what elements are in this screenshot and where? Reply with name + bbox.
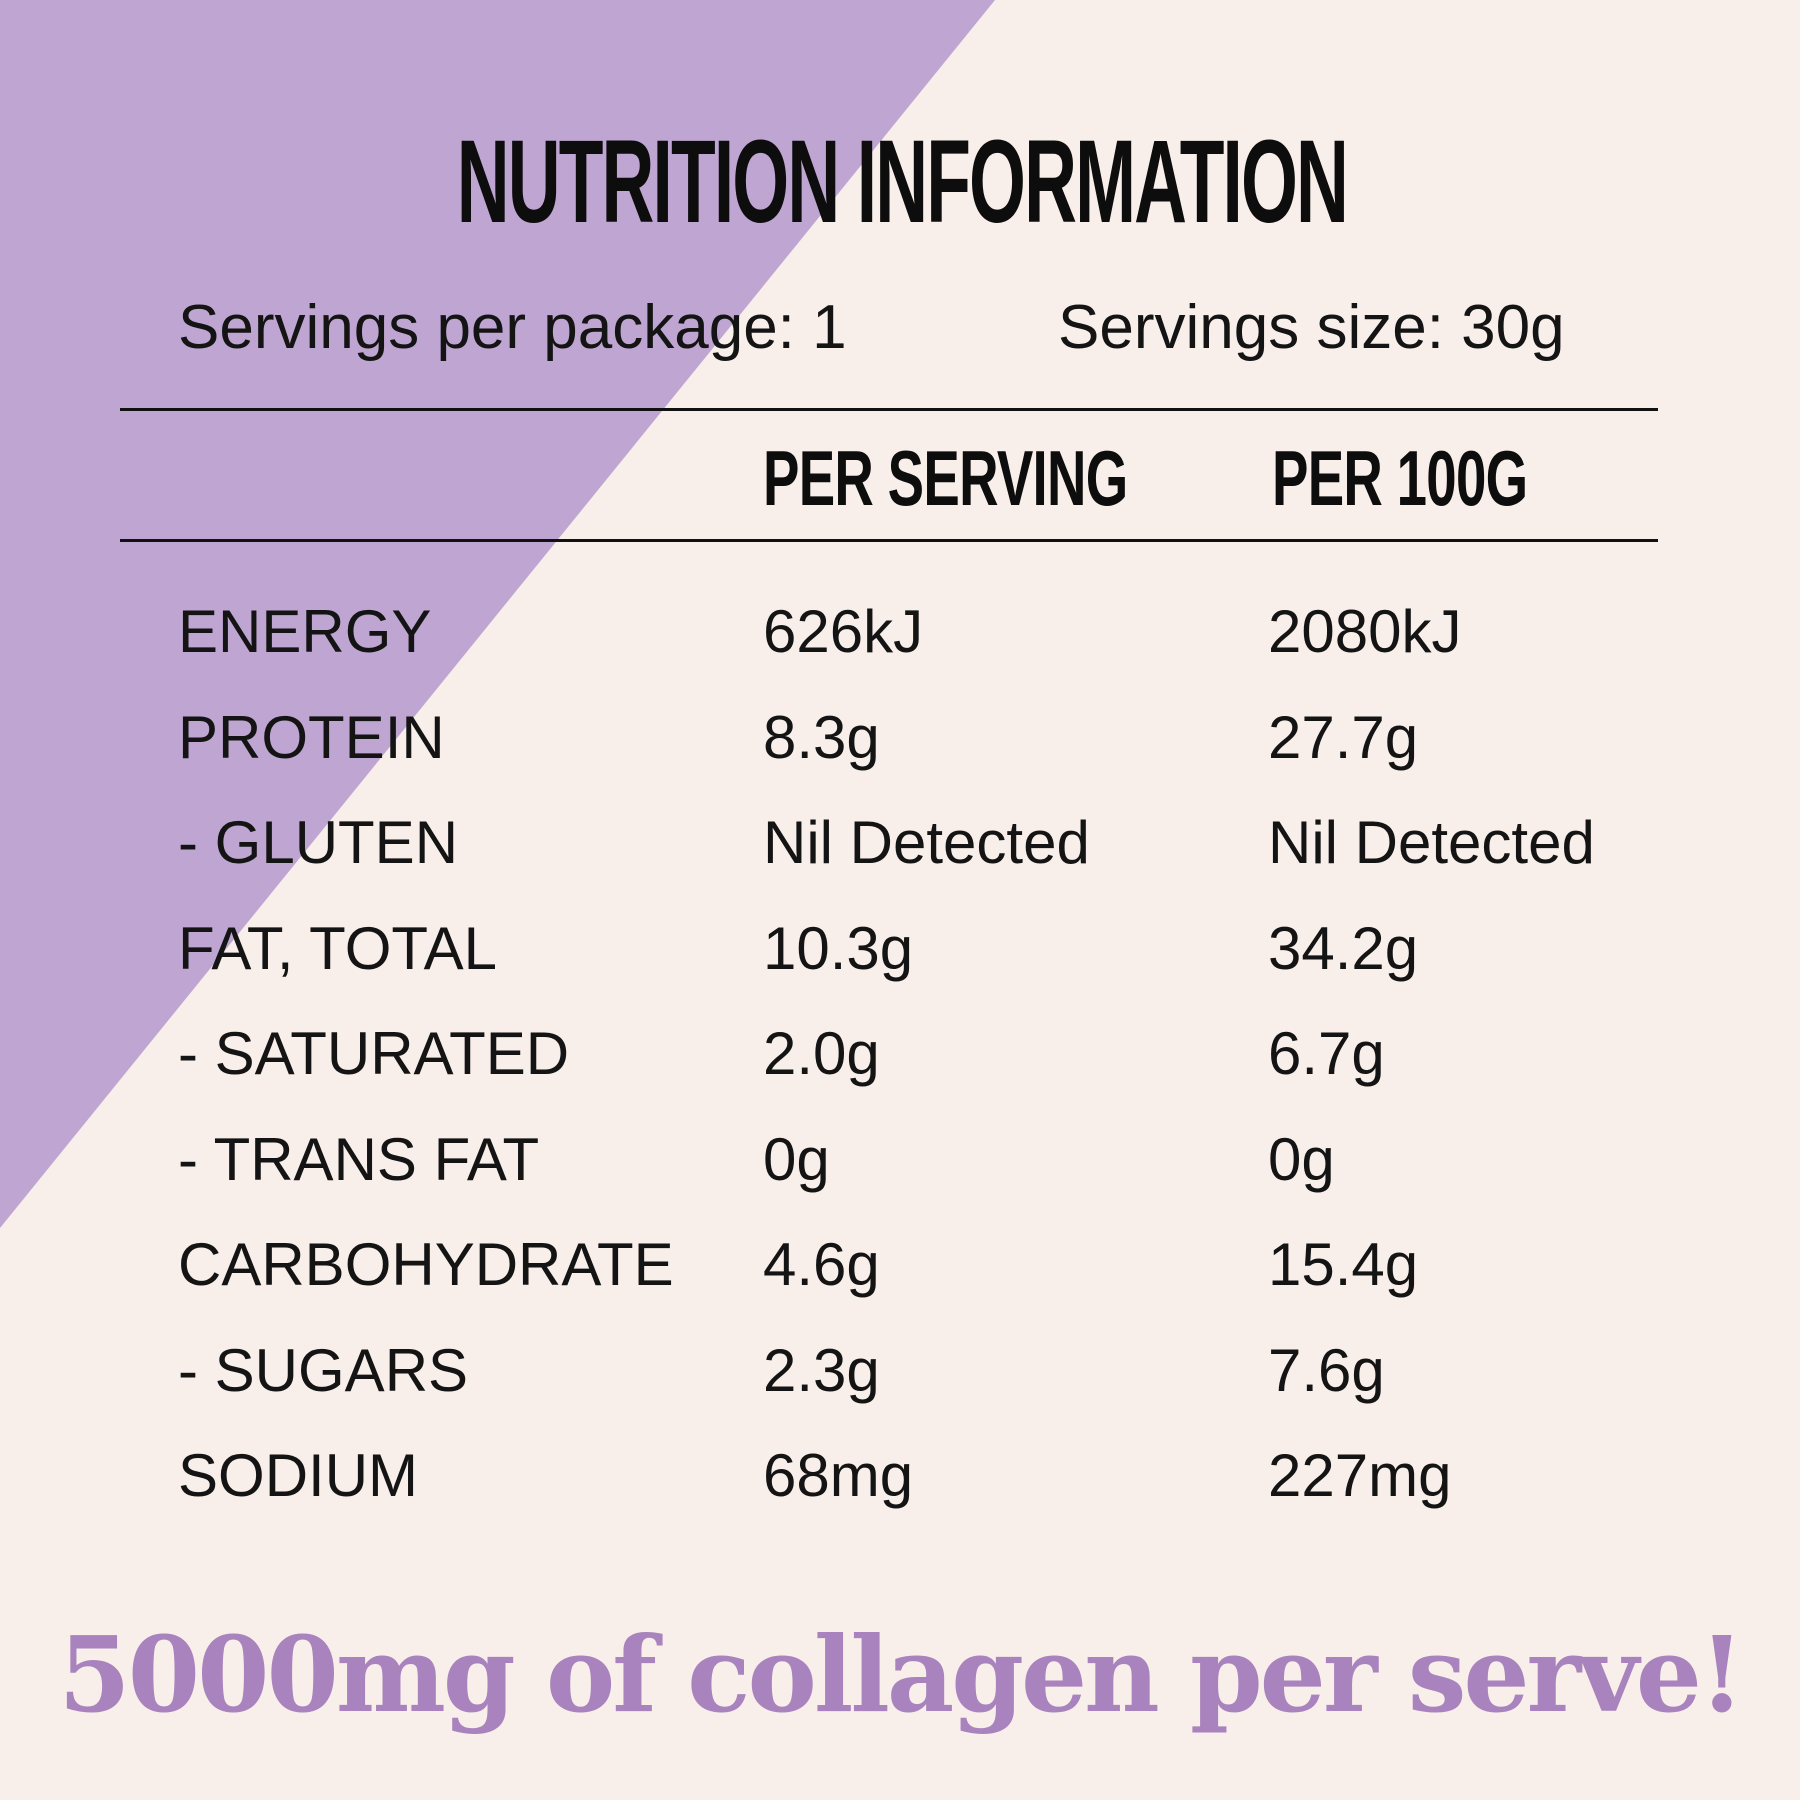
per-100g-value: 27.7g xyxy=(1268,703,1419,771)
servings-per-package: Servings per package: 1 xyxy=(178,293,847,362)
purple-triangle xyxy=(0,0,995,1228)
nutrient-label: - GLUTEN xyxy=(178,809,459,876)
table-row: - SATURATED 2.0g 6.7g xyxy=(0,1018,1800,1124)
nutrient-label: SODIUM xyxy=(178,1442,418,1509)
serving-size: Servings size: 30g xyxy=(1058,293,1565,362)
nutrient-label: CARBOHYDRATE xyxy=(178,1231,674,1298)
table-row: - SUGARS 2.3g 7.6g xyxy=(0,1335,1800,1441)
per-100g-value: Nil Detected xyxy=(1268,809,1595,876)
per-100g-value: 6.7g xyxy=(1268,1020,1385,1087)
per-serving-value: 8.3g xyxy=(763,703,880,771)
nutrient-label: - TRANS FAT xyxy=(178,1125,540,1193)
table-row: FAT, TOTAL 10.3g 34.2g xyxy=(0,913,1800,1019)
per-serving-value: 2.0g xyxy=(763,1020,880,1087)
per-serving-value: 68mg xyxy=(763,1442,914,1509)
table-row: PROTEIN 8.3g 27.7g xyxy=(0,702,1800,808)
nutrient-label: ENERGY xyxy=(178,598,432,665)
nutrition-table: ENERGY 626kJ 2080kJ PROTEIN 8.3g 27.7g -… xyxy=(0,596,1800,1546)
per-serving-value: 4.6g xyxy=(763,1231,880,1298)
per-100g-value: 0g xyxy=(1268,1125,1335,1193)
per-100g-value: 2080kJ xyxy=(1268,598,1462,665)
table-row: - GLUTEN Nil Detected Nil Detected xyxy=(0,807,1800,913)
column-header-per-serving: PER SERVING xyxy=(763,434,1128,522)
per-100g-value: 227mg xyxy=(1268,1442,1452,1509)
per-serving-value: 626kJ xyxy=(763,598,924,665)
column-header-per-100g: PER 100G xyxy=(1272,434,1528,522)
table-row: - TRANS FAT 0g 0g xyxy=(0,1124,1800,1230)
per-serving-value: 2.3g xyxy=(763,1336,880,1404)
table-row: CARBOHYDRATE 4.6g 15.4g xyxy=(0,1229,1800,1335)
per-serving-value: Nil Detected xyxy=(763,809,1090,876)
per-100g-value: 34.2g xyxy=(1268,914,1419,982)
per-100g-value: 15.4g xyxy=(1268,1231,1419,1298)
table-header-divider xyxy=(120,539,1658,542)
nutrient-label: - SUGARS xyxy=(178,1336,469,1404)
table-top-divider xyxy=(120,408,1658,411)
table-row: SODIUM 68mg 227mg xyxy=(0,1440,1800,1546)
collagen-tagline: 5000mg of collagen per serve! xyxy=(58,1613,1744,1736)
table-row: ENERGY 626kJ 2080kJ xyxy=(0,596,1800,702)
nutrient-label: PROTEIN xyxy=(178,703,445,771)
nutrient-label: FAT, TOTAL xyxy=(178,914,497,982)
per-serving-value: 10.3g xyxy=(763,914,914,982)
page-title: NUTRITION INFORMATION xyxy=(456,116,1349,248)
per-100g-value: 7.6g xyxy=(1268,1336,1385,1404)
per-serving-value: 0g xyxy=(763,1125,830,1193)
nutrient-label: - SATURATED xyxy=(178,1020,570,1087)
